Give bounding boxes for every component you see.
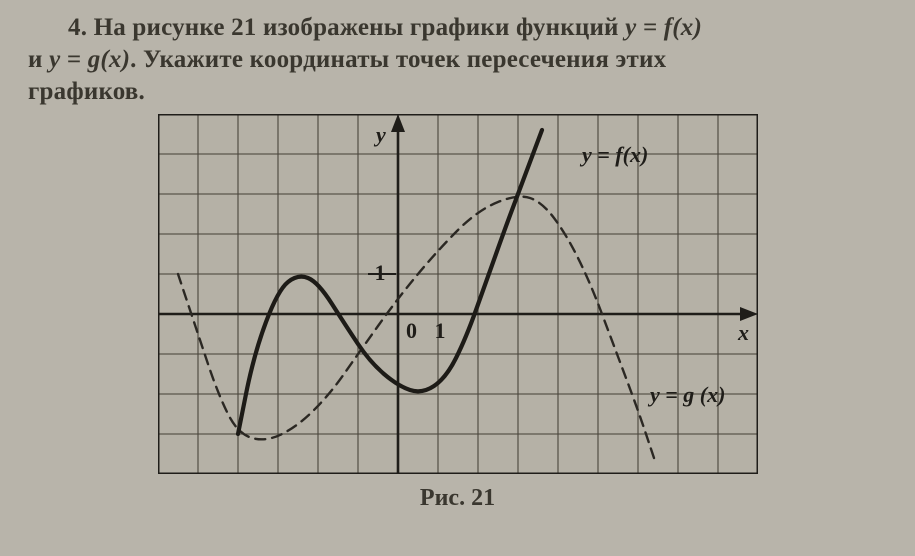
chart-svg: 011xyy = f(x)y = g (x) xyxy=(158,114,758,474)
fn2: y = g(x) xyxy=(49,46,130,73)
problem-text: 4. На рисунке 21 изображены графики функ… xyxy=(28,12,887,108)
svg-text:1: 1 xyxy=(434,318,445,343)
problem-line3: графиков. xyxy=(28,78,145,105)
svg-text:0: 0 xyxy=(406,318,417,343)
svg-text:x: x xyxy=(737,320,749,345)
svg-text:y = g (x): y = g (x) xyxy=(647,382,725,407)
figure-caption: Рис. 21 xyxy=(28,485,887,512)
svg-text:1: 1 xyxy=(374,260,385,285)
fn1: y = f(x) xyxy=(625,14,702,41)
problem-line1a: На рисунке 21 изображены графики функций xyxy=(94,14,626,41)
svg-text:y = f(x): y = f(x) xyxy=(579,142,648,167)
chart-figure: 011xyy = f(x)y = g (x) xyxy=(158,114,758,474)
problem-line2a: и xyxy=(28,46,49,73)
problem-line2b: . Укажите координаты точек пересечения э… xyxy=(130,46,666,73)
problem-number: 4. xyxy=(68,14,87,41)
